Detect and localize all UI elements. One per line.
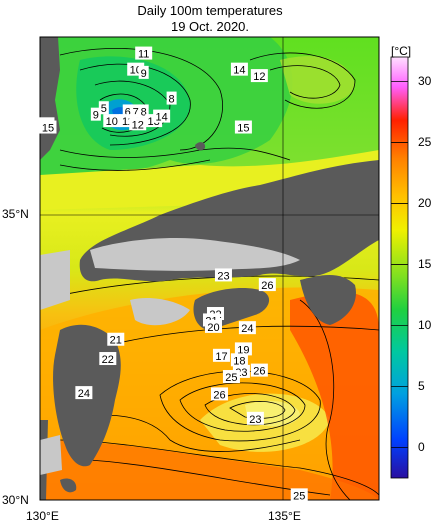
contour-label: 22 bbox=[102, 354, 114, 366]
grid-lines bbox=[40, 37, 379, 500]
contour-label-box bbox=[122, 104, 133, 118]
colorbar-tick-label: 20 bbox=[418, 196, 432, 211]
contour-label: 7 bbox=[133, 106, 139, 118]
lon-label-135: 135°E bbox=[268, 509, 301, 523]
contour-label: 5 bbox=[101, 103, 107, 115]
contour-label-box bbox=[98, 101, 109, 115]
contour-label: 11 bbox=[122, 116, 133, 128]
colorbar bbox=[390, 56, 409, 479]
contour-label-box bbox=[234, 120, 252, 134]
lat-label-30: 30°N bbox=[2, 493, 29, 507]
lat-label-35: 35°N bbox=[2, 207, 29, 221]
contour-label: 12 bbox=[132, 119, 144, 131]
colorbar-tick-label: 25 bbox=[418, 135, 432, 150]
contour-label: 15 bbox=[42, 123, 54, 135]
contour-label-box bbox=[99, 352, 117, 366]
contour-label-box bbox=[214, 268, 232, 282]
contour-label-box bbox=[107, 332, 125, 346]
contour-label: 18 bbox=[233, 355, 245, 367]
contour-label-box bbox=[250, 363, 268, 377]
contour-label-box bbox=[129, 117, 147, 131]
contour-label-box bbox=[75, 386, 93, 400]
contour-label: 9 bbox=[141, 68, 147, 80]
contour-label-box bbox=[39, 120, 57, 134]
contour-label-box bbox=[230, 353, 248, 367]
contour-label: 8 bbox=[169, 94, 175, 106]
contour-label: 23 bbox=[249, 414, 261, 426]
contour-label-box bbox=[138, 104, 149, 118]
contour-label-box bbox=[250, 69, 268, 83]
contour-label-box bbox=[103, 114, 121, 128]
contour-label: 21 bbox=[110, 335, 122, 347]
contour-label: 26 bbox=[253, 366, 265, 378]
contour-label: 6 bbox=[125, 106, 131, 118]
lon-label-130: 130°E bbox=[26, 509, 59, 523]
no-data-area bbox=[40, 238, 300, 475]
contour-label: 8 bbox=[141, 106, 147, 118]
contour-label: 17 bbox=[215, 351, 227, 363]
contour-label: 20 bbox=[207, 322, 219, 334]
colorbar-tick-label: 5 bbox=[418, 379, 425, 394]
contour-label: 25 bbox=[225, 372, 237, 384]
colorbar-tick-label: 0 bbox=[418, 440, 425, 455]
contour-label-box bbox=[212, 348, 230, 362]
colorbar-unit: [°C] bbox=[391, 44, 412, 58]
contour-label: 25 bbox=[293, 490, 305, 502]
contour-label-box bbox=[130, 104, 141, 118]
colorbar-tick-label: 30 bbox=[418, 74, 432, 89]
contour-label-box bbox=[222, 370, 240, 384]
contour-label: 24 bbox=[78, 388, 90, 400]
contour-label-box bbox=[246, 411, 264, 425]
colorbar-tick-label: 15 bbox=[418, 257, 432, 272]
contour-label: 12 bbox=[253, 71, 265, 83]
contour-label-box bbox=[204, 319, 222, 333]
contour-label: 9 bbox=[93, 110, 99, 122]
contour-label: 14 bbox=[233, 65, 245, 77]
colorbar-tick-label: 10 bbox=[418, 318, 432, 333]
contour-label-box bbox=[135, 46, 153, 60]
contour-label-box bbox=[258, 278, 276, 292]
contour-label: 23 bbox=[217, 270, 229, 282]
contour-label-box bbox=[238, 321, 256, 335]
contour-label: 10 bbox=[106, 116, 118, 128]
contour-label-box bbox=[153, 109, 171, 123]
contour-label-box bbox=[290, 488, 308, 502]
map-date: 19 Oct. 2020. bbox=[170, 19, 250, 34]
contour-label: 14 bbox=[156, 112, 168, 124]
contour-label: 11 bbox=[138, 49, 149, 61]
map-title: Daily 100m temperatures bbox=[137, 3, 283, 18]
contour-label-box bbox=[234, 342, 252, 356]
contour-label-box bbox=[90, 107, 101, 121]
contour-label-box bbox=[230, 62, 248, 76]
contour-label: 24 bbox=[241, 323, 253, 335]
contour-label-box bbox=[138, 65, 149, 79]
contour-label: 26 bbox=[213, 389, 225, 401]
contour-label: 26 bbox=[261, 280, 273, 292]
contour-label-box bbox=[166, 91, 177, 105]
contour-label-box bbox=[210, 387, 228, 401]
contour-label: 15 bbox=[237, 123, 249, 135]
